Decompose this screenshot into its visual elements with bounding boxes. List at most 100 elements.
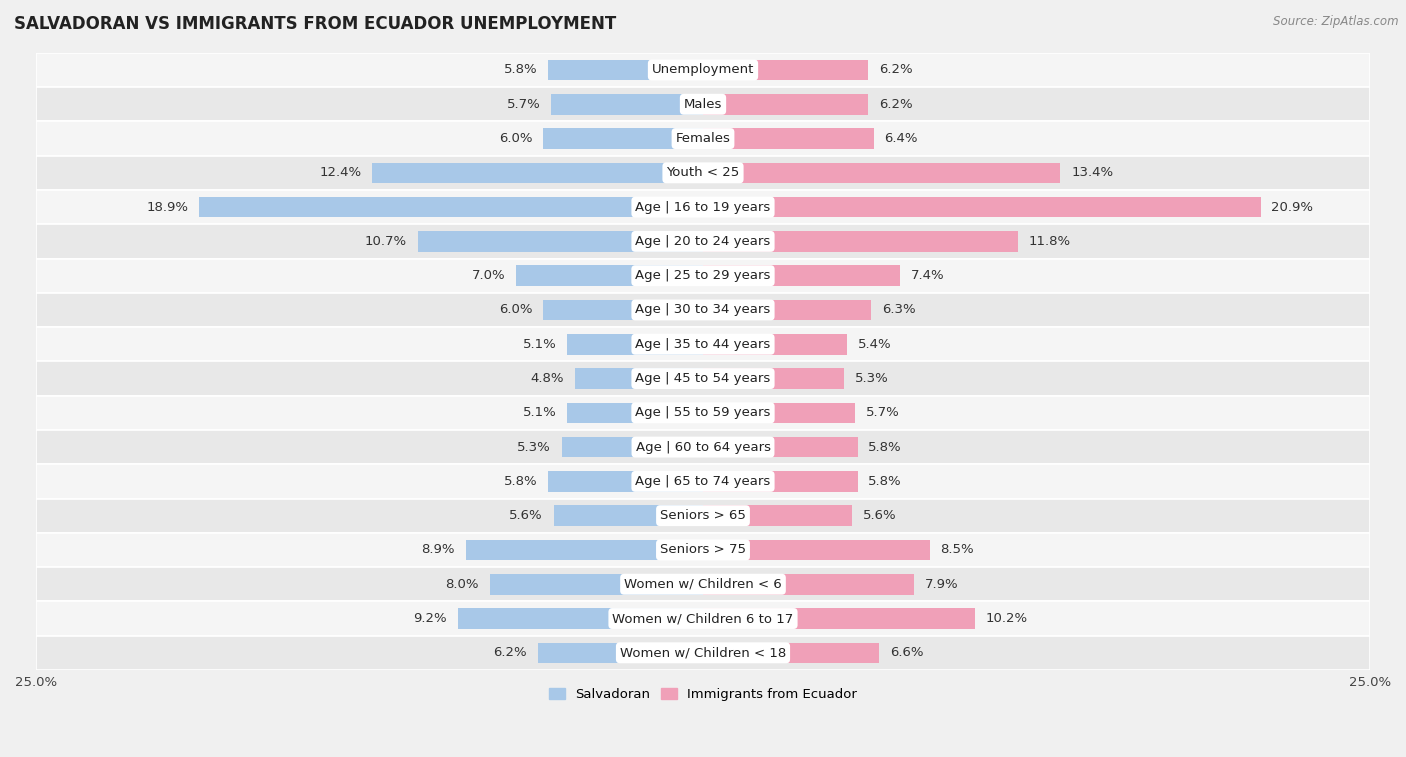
Bar [543,300,703,320]
Bar [37,430,1369,464]
Bar [551,94,703,114]
Bar [37,259,1369,293]
Text: Females: Females [675,132,731,145]
Bar [703,368,845,389]
Bar [567,334,703,354]
Text: 5.6%: 5.6% [509,509,543,522]
Bar [703,540,929,560]
Bar [37,601,1369,636]
Bar [37,636,1369,670]
Bar [703,300,872,320]
Text: 5.7%: 5.7% [506,98,540,111]
Bar [703,574,914,594]
Bar [575,368,703,389]
Text: Age | 65 to 74 years: Age | 65 to 74 years [636,475,770,488]
Text: Youth < 25: Youth < 25 [666,167,740,179]
Text: 6.0%: 6.0% [499,132,533,145]
Text: 5.6%: 5.6% [863,509,897,522]
Text: Seniors > 65: Seniors > 65 [659,509,747,522]
Bar [703,403,855,423]
Text: Women w/ Children < 6: Women w/ Children < 6 [624,578,782,590]
Bar [37,156,1369,190]
Bar [198,197,703,217]
Bar [516,266,703,286]
Bar [418,231,703,251]
Text: 18.9%: 18.9% [146,201,188,213]
Text: 5.3%: 5.3% [855,372,889,385]
Text: Age | 35 to 44 years: Age | 35 to 44 years [636,338,770,350]
Text: 7.4%: 7.4% [911,269,945,282]
Bar [548,471,703,492]
Text: 5.4%: 5.4% [858,338,891,350]
Bar [37,53,1369,87]
Text: 5.1%: 5.1% [523,407,557,419]
Text: Women w/ Children < 18: Women w/ Children < 18 [620,646,786,659]
Bar [703,266,900,286]
Bar [37,396,1369,430]
Text: SALVADORAN VS IMMIGRANTS FROM ECUADOR UNEMPLOYMENT: SALVADORAN VS IMMIGRANTS FROM ECUADOR UN… [14,15,616,33]
Bar [703,197,1261,217]
Text: 10.2%: 10.2% [986,612,1028,625]
Bar [703,471,858,492]
Bar [37,224,1369,259]
Bar [37,87,1369,121]
Text: Age | 55 to 59 years: Age | 55 to 59 years [636,407,770,419]
Text: Age | 20 to 24 years: Age | 20 to 24 years [636,235,770,248]
Bar [37,121,1369,156]
Text: Age | 16 to 19 years: Age | 16 to 19 years [636,201,770,213]
Bar [465,540,703,560]
Text: 9.2%: 9.2% [413,612,447,625]
Bar [567,403,703,423]
Bar [703,94,869,114]
Bar [37,464,1369,499]
Text: 8.9%: 8.9% [422,544,456,556]
Bar [37,361,1369,396]
Text: 5.8%: 5.8% [503,475,537,488]
Bar [703,437,858,457]
Text: 4.8%: 4.8% [531,372,564,385]
Text: Unemployment: Unemployment [652,64,754,76]
Text: 6.2%: 6.2% [494,646,527,659]
Text: 10.7%: 10.7% [364,235,406,248]
Bar [703,128,873,149]
Bar [703,163,1060,183]
Bar [373,163,703,183]
Text: Source: ZipAtlas.com: Source: ZipAtlas.com [1274,15,1399,28]
Bar [703,506,852,526]
Text: Age | 45 to 54 years: Age | 45 to 54 years [636,372,770,385]
Bar [703,608,976,629]
Text: Age | 30 to 34 years: Age | 30 to 34 years [636,304,770,316]
Bar [554,506,703,526]
Bar [703,643,879,663]
Text: 5.8%: 5.8% [503,64,537,76]
Text: 7.9%: 7.9% [924,578,957,590]
Bar [561,437,703,457]
Bar [37,567,1369,601]
Text: 6.4%: 6.4% [884,132,918,145]
Text: Age | 25 to 29 years: Age | 25 to 29 years [636,269,770,282]
Bar [37,190,1369,224]
Text: Age | 60 to 64 years: Age | 60 to 64 years [636,441,770,453]
Text: 8.5%: 8.5% [941,544,974,556]
Text: 20.9%: 20.9% [1271,201,1313,213]
Text: 5.8%: 5.8% [869,441,903,453]
Text: 6.2%: 6.2% [879,64,912,76]
Bar [37,499,1369,533]
Text: 6.0%: 6.0% [499,304,533,316]
Text: 8.0%: 8.0% [446,578,479,590]
Text: 11.8%: 11.8% [1028,235,1070,248]
Text: 5.3%: 5.3% [517,441,551,453]
Text: Seniors > 75: Seniors > 75 [659,544,747,556]
Bar [548,60,703,80]
Bar [37,327,1369,361]
Legend: Salvadoran, Immigrants from Ecuador: Salvadoran, Immigrants from Ecuador [544,683,862,706]
Bar [489,574,703,594]
Bar [537,643,703,663]
Bar [37,533,1369,567]
Text: 6.2%: 6.2% [879,98,912,111]
Text: 5.1%: 5.1% [523,338,557,350]
Bar [703,60,869,80]
Text: 6.3%: 6.3% [882,304,915,316]
Bar [703,334,846,354]
Bar [703,231,1018,251]
